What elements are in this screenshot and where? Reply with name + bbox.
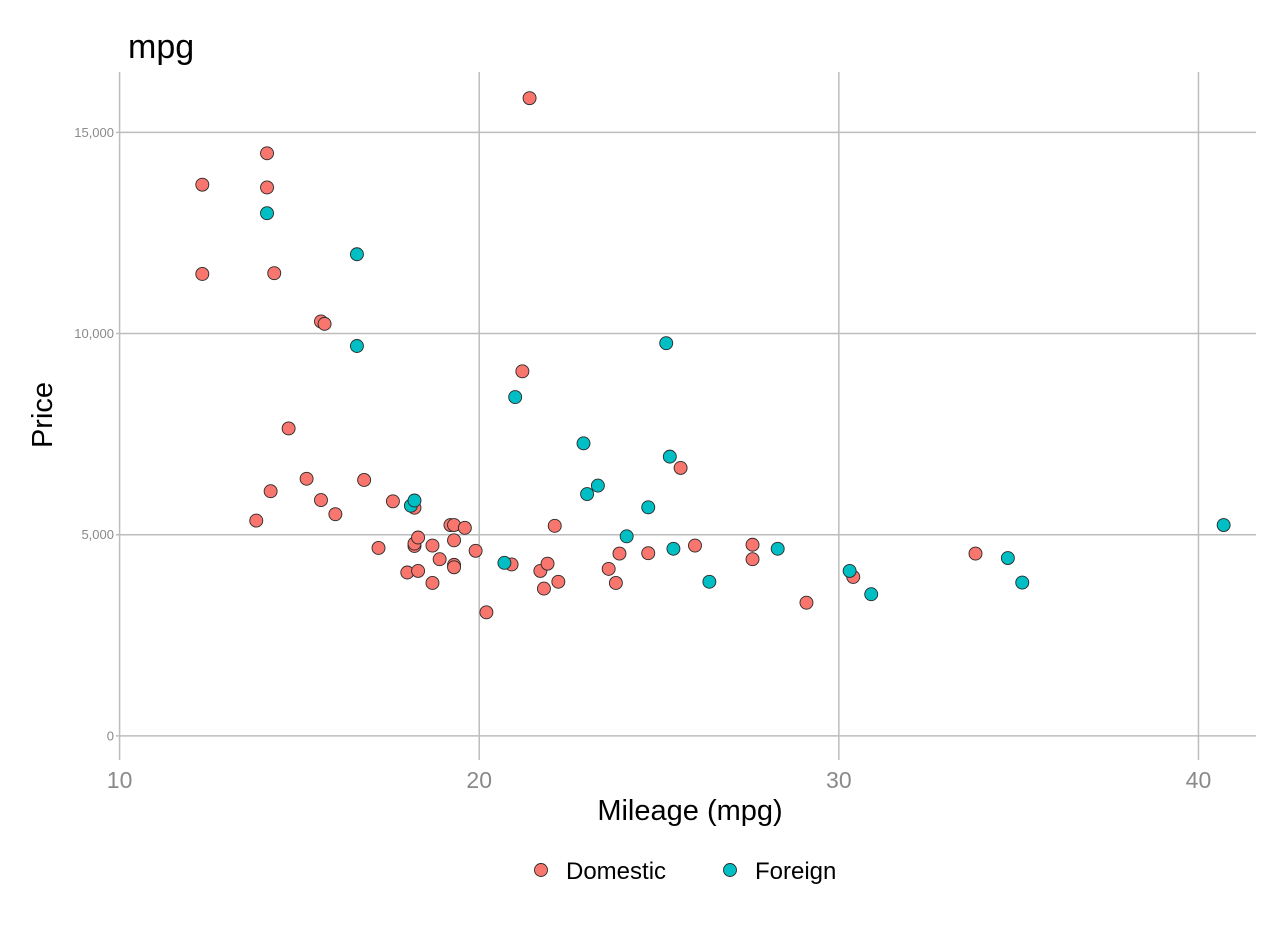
data-point [468, 543, 483, 558]
data-point [457, 520, 472, 535]
chart-title: mpg [128, 28, 194, 66]
data-point [619, 529, 634, 544]
data-point [547, 518, 562, 533]
data-point [536, 581, 551, 596]
data-point [281, 421, 296, 436]
data-point [540, 556, 555, 571]
data-point [317, 316, 332, 331]
data-point [314, 493, 328, 508]
data-point [641, 546, 656, 561]
data-point [659, 336, 674, 351]
data-point [608, 576, 623, 590]
data-point [1216, 518, 1231, 532]
data-point [260, 146, 274, 161]
data-point [551, 574, 566, 589]
data-point [968, 546, 983, 561]
data-point [673, 460, 688, 475]
data-point [590, 478, 605, 493]
y-tick-label: 0 [107, 728, 114, 743]
data-point [799, 595, 814, 610]
legend-label-domestic: Domestic [566, 858, 666, 885]
data-point [497, 555, 512, 570]
data-point [522, 91, 537, 106]
data-point [411, 530, 426, 545]
data-point [263, 484, 278, 499]
data-point [249, 513, 264, 528]
data-point [447, 533, 461, 548]
data-point [407, 493, 422, 508]
x-tick-label: 40 [1186, 767, 1212, 793]
data-point [349, 247, 364, 262]
data-point [576, 436, 591, 451]
data-point [601, 561, 616, 576]
data-point [425, 538, 440, 553]
data-point [580, 487, 595, 502]
legend-key-domestic [534, 863, 548, 877]
y-axis-ticks: 0 5,000 10,000 15,000 [74, 125, 114, 744]
data-point [745, 537, 760, 552]
data-point [195, 267, 210, 281]
data-point [479, 605, 494, 620]
data-point [745, 552, 760, 567]
x-axis-ticks: 10 20 30 40 [107, 767, 1211, 793]
data-point [515, 364, 530, 379]
data-point [688, 538, 702, 553]
data-point [666, 541, 681, 556]
gridlines [116, 72, 1256, 760]
legend-key-foreign [723, 863, 737, 877]
data-point [349, 339, 364, 353]
data-point [357, 473, 372, 487]
data-points [195, 91, 1231, 620]
data-point [842, 563, 857, 578]
data-point [425, 576, 440, 590]
x-tick-label: 20 [466, 767, 492, 793]
data-point [1015, 575, 1030, 590]
data-point [864, 587, 879, 602]
data-point [299, 471, 314, 486]
data-point [447, 560, 461, 575]
x-tick-label: 10 [107, 767, 133, 793]
data-point [770, 541, 785, 556]
y-tick-label: 15,000 [74, 125, 114, 140]
data-point [1000, 551, 1015, 565]
data-point [267, 266, 282, 281]
legend-label-foreign: Foreign [755, 858, 836, 885]
data-point [411, 563, 426, 578]
data-point [662, 449, 677, 464]
data-point [195, 177, 210, 192]
y-tick-label: 10,000 [74, 326, 114, 341]
data-point [371, 541, 386, 555]
data-point [260, 206, 274, 221]
x-axis-title: Mileage (mpg) [597, 795, 782, 827]
data-point [612, 546, 627, 561]
x-tick-label: 30 [826, 767, 852, 793]
data-point [260, 180, 274, 195]
data-point [432, 552, 447, 567]
data-point [702, 574, 717, 589]
data-point [508, 390, 523, 405]
data-point [641, 500, 656, 515]
data-point [328, 507, 343, 522]
y-axis-title: Price [27, 382, 59, 448]
series-foreign [260, 206, 1231, 602]
y-tick-label: 5,000 [81, 527, 114, 542]
legend: Domestic Foreign [534, 858, 836, 885]
data-point [385, 494, 400, 509]
